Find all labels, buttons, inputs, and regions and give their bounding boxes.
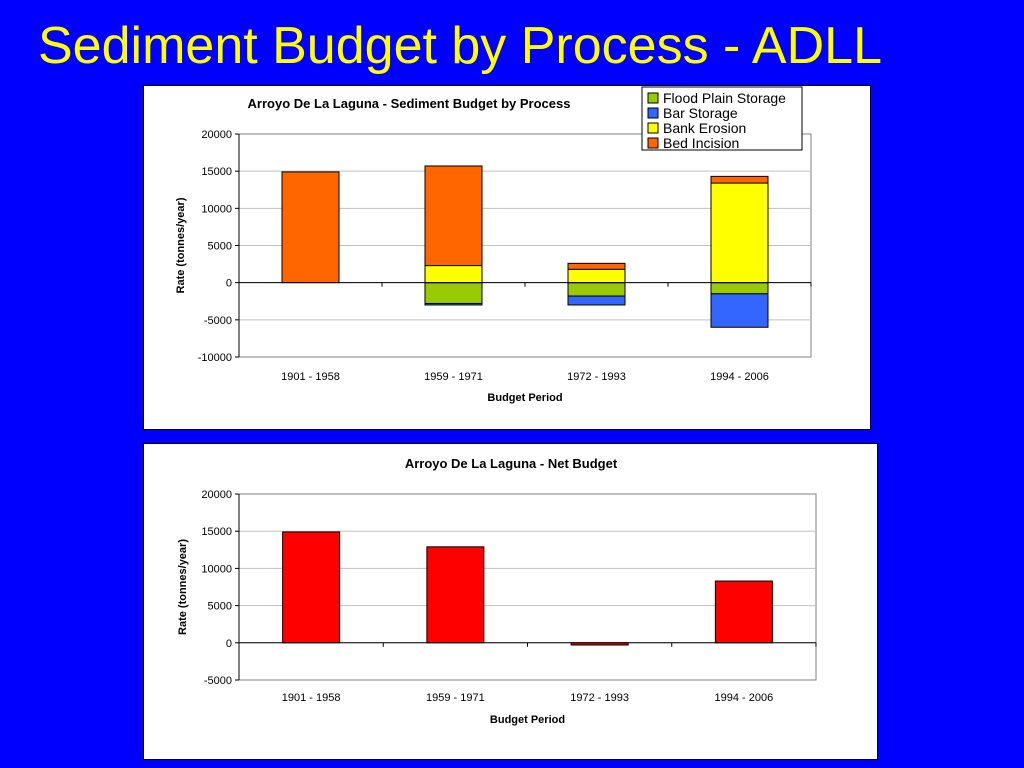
legend-swatch-bed-incision (647, 137, 659, 149)
bar-bank-erosion-1994-2006 (710, 182, 769, 284)
slide-title: Sediment Budget by Process - ADLL (38, 17, 883, 75)
x-tick-label: 1972 - 1993 (570, 692, 629, 704)
legend-swatch-flood-plain-storage (647, 92, 659, 104)
legend-swatch-bar-storage (647, 107, 659, 119)
y-tick-label: 10000 (201, 563, 232, 575)
y-tick-label: 15000 (201, 526, 232, 538)
x-tick-label: 1959 - 1971 (426, 692, 485, 704)
legend-label-flood-plain-storage: Flood Plain Storage (663, 90, 786, 106)
y-tick-label: 5000 (208, 241, 232, 253)
bar-flood-plain-storage-1959-1971 (424, 282, 483, 304)
bar-net-1901-1958 (282, 531, 341, 644)
x-tick-label: 1901 - 1958 (282, 692, 341, 704)
legend (641, 86, 803, 151)
x-tick-label: 1972 - 1993 (567, 371, 626, 383)
y-tick-label: 0 (226, 638, 232, 650)
x-axis-title: Budget Period (490, 714, 565, 726)
y-tick-label: 20000 (201, 489, 232, 501)
bar-bank-erosion-1959-1971 (424, 265, 483, 284)
bar-net-1994-2006 (714, 580, 773, 644)
legend-label-bar-storage: Bar Storage (663, 105, 738, 121)
bar-flood-plain-storage-1994-2006 (710, 282, 769, 295)
bar-bed-incision-1994-2006 (710, 175, 769, 184)
y-tick-label: -10000 (198, 352, 232, 364)
bar-flood-plain-storage-1972-1993 (567, 282, 626, 297)
sediment-budget-chart-panel: Arroyo De La Laguna - Sediment Budget by… (143, 85, 871, 430)
y-tick-label: 0 (226, 278, 232, 290)
x-tick-label: 1994 - 2006 (710, 371, 769, 383)
bar-bed-incision-1972-1993 (567, 262, 626, 270)
bar-bar-storage-1959-1971 (424, 302, 483, 306)
y-axis-title: Rate (tonnes/year) (175, 197, 187, 293)
legend-swatch-bank-erosion (647, 122, 659, 134)
net-budget-chart-panel: Arroyo De La Laguna - Net Budget 20000 150… (143, 443, 878, 760)
bar-net-1959-1971 (426, 546, 485, 644)
y-tick-label: 15000 (201, 166, 232, 178)
legend-label-bed-incision: Bed Incision (663, 135, 739, 151)
sediment-budget-chart: Arroyo De La Laguna - Sediment Budget by… (175, 86, 812, 404)
y-tick-label: 20000 (201, 129, 232, 141)
x-tick-label: 1959 - 1971 (424, 371, 483, 383)
x-tick-label: 1901 - 1958 (281, 371, 340, 383)
bar-bar-storage-1994-2006 (710, 293, 769, 328)
chart-title: Arroyo De La Laguna - Net Budget (405, 456, 618, 471)
y-tick-label: 5000 (208, 601, 232, 613)
chart-title: Arroyo De La Laguna - Sediment Budget by… (248, 96, 571, 111)
x-axis-title: Budget Period (487, 392, 562, 404)
y-tick-label: -5000 (204, 315, 232, 327)
bar-bar-storage-1972-1993 (567, 295, 626, 306)
y-tick-label: -5000 (204, 675, 232, 687)
bar-bed-incision-1959-1971 (424, 165, 483, 267)
bar-bank-erosion-1972-1993 (567, 268, 626, 284)
y-tick-label: 10000 (201, 203, 232, 215)
legend-label-bank-erosion: Bank Erosion (663, 120, 746, 136)
bar-bed-incision-1901-1958 (281, 171, 340, 284)
net-budget-chart: Arroyo De La Laguna - Net Budget 20000 150… (177, 456, 817, 726)
y-axis-title: Rate (tonnes/year) (177, 539, 189, 635)
x-tick-label: 1994 - 2006 (715, 692, 774, 704)
